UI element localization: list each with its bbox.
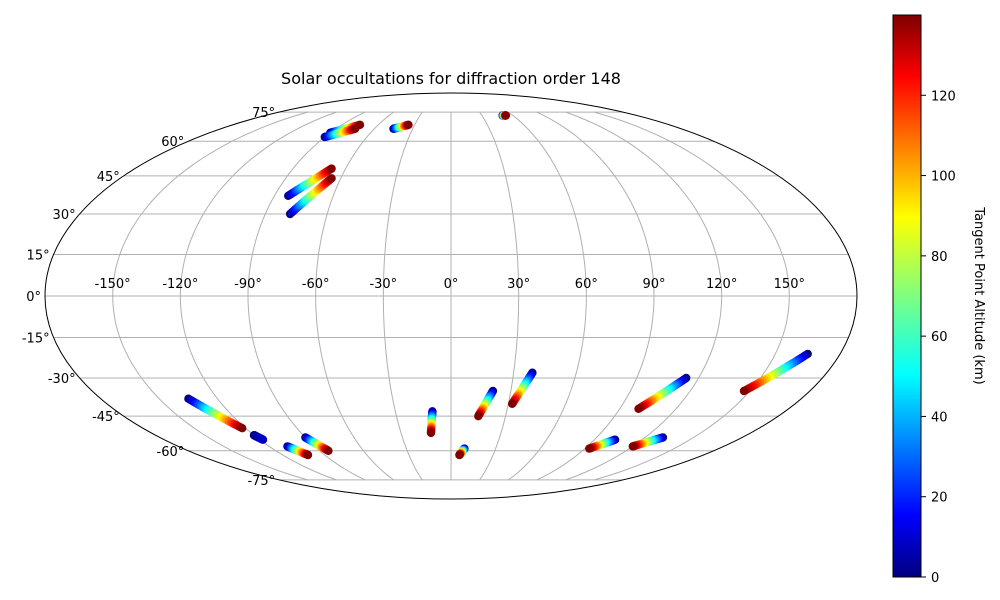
occultation-point [474, 412, 483, 421]
y-tick-label: -30° [48, 372, 76, 387]
x-tick-label: 30° [507, 277, 530, 292]
x-tick-label: -90° [234, 277, 262, 292]
map-boundary [44, 92, 858, 500]
occultation-point [324, 446, 333, 455]
occultation-point [585, 444, 594, 453]
occultation-track [508, 368, 537, 408]
occultation-point [634, 404, 643, 413]
x-tick-label: 60° [575, 277, 598, 292]
occultation-track [498, 111, 510, 120]
colorbar-label: Tangent Point Altitude (km) [971, 206, 986, 384]
y-tick-label: 15° [27, 248, 50, 263]
occultation-track [285, 174, 336, 219]
colorbar-tick-label: 40 [931, 410, 948, 425]
occultation-track [628, 433, 668, 451]
y-tick-label: -75° [247, 474, 275, 489]
occultation-track [249, 431, 268, 444]
y-tick-label: -45° [92, 410, 120, 425]
occultation-point [238, 424, 247, 433]
occultation-track [320, 124, 360, 142]
colorbar-tick-label: 0 [931, 571, 939, 586]
occultation-point [739, 386, 749, 396]
occultation-point [426, 428, 436, 438]
y-tick-label: -15° [22, 332, 50, 347]
occultation-track [284, 164, 336, 200]
occultation-track [426, 407, 437, 438]
occultation-track [389, 120, 413, 133]
y-tick-label: 45° [97, 170, 120, 185]
occultation-track [455, 444, 469, 460]
x-tick-label: -30° [369, 277, 397, 292]
occultation-point [628, 442, 637, 451]
occultation-track [585, 435, 620, 453]
y-tick-label: 60° [161, 135, 184, 150]
x-tick-label: 0° [444, 277, 459, 292]
occultation-track [474, 386, 498, 421]
colorbar-tick-label: 60 [931, 330, 948, 345]
axis-tick-labels: -150° -120° -90° -60° -30° 0° 30° 60° 90° 120° 150… [22, 106, 805, 489]
colorbar-tick-label: 100 [931, 170, 956, 185]
occultation-point [350, 124, 360, 133]
x-tick-label: -120° [162, 277, 198, 292]
occultation-point [508, 399, 517, 408]
occultation-point [258, 435, 268, 444]
colorbar-gradient [892, 14, 922, 578]
occultation-track [634, 373, 691, 413]
x-tick-label: 150° [774, 277, 805, 292]
occultation-points [184, 111, 812, 460]
x-tick-label: 120° [706, 277, 737, 292]
occultation-point [501, 111, 510, 120]
occultation-track [283, 442, 313, 460]
occultation-point [455, 450, 464, 460]
colorbar: 0 20 40 60 80 100 120 Tangent Point Altitude (… [892, 14, 986, 586]
x-tick-label: 90° [642, 277, 665, 292]
y-tick-label: 75° [252, 106, 275, 121]
x-tick-label: -150° [95, 277, 131, 292]
colorbar-tick-label: 120 [931, 89, 956, 104]
occultation-point [303, 450, 313, 460]
occultation-track [184, 394, 247, 433]
y-tick-label: 0° [26, 290, 41, 305]
occultation-point [327, 164, 336, 173]
occultation-point [404, 120, 413, 129]
colorbar-ticks: 0 20 40 60 80 100 120 [921, 89, 956, 586]
occultation-track [301, 433, 333, 455]
chart-title: Solar occultations for diffraction order… [281, 69, 621, 88]
y-tick-label: 30° [53, 208, 76, 223]
occultation-track [739, 349, 812, 396]
x-tick-label: -60° [302, 277, 330, 292]
occultation-point [327, 174, 336, 183]
graticule [45, 111, 857, 481]
colorbar-tick-label: 20 [931, 491, 948, 506]
y-tick-label: -60° [157, 445, 185, 460]
colorbar-tick-label: 80 [931, 250, 948, 265]
